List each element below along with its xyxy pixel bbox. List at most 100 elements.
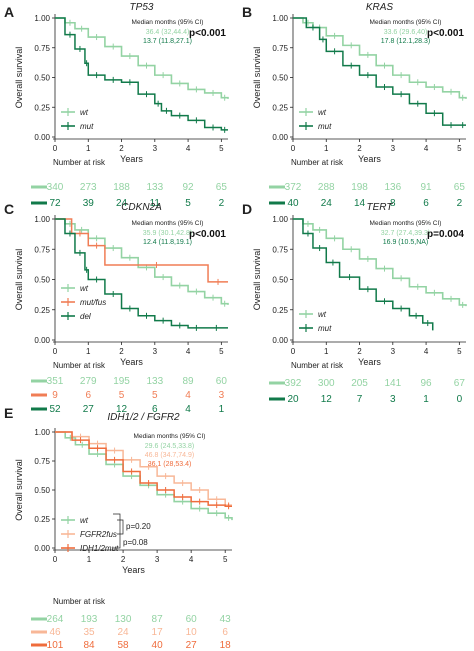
risk-count: 39: [83, 198, 95, 209]
x-tick-label: 2: [119, 144, 124, 153]
p-value-b: p=0.08: [123, 538, 148, 547]
x-tick-label: 3: [391, 347, 396, 356]
x-axis-label: Years: [122, 565, 145, 575]
x-tick-label: 1: [324, 347, 329, 356]
risk-count: 7: [357, 394, 363, 405]
y-axis-label: Overall survival: [252, 47, 262, 109]
y-tick-label: 0.75: [34, 457, 50, 466]
risk-count: 12: [321, 394, 333, 405]
x-tick-label: 2: [119, 347, 124, 356]
survival-curve-0: [293, 218, 467, 307]
x-tick-label: 0: [53, 347, 58, 356]
risk-header: Number at risk: [291, 361, 344, 370]
median-header: Median months (95% CI): [134, 433, 206, 440]
risk-header: Number at risk: [291, 158, 344, 167]
risk-count: 87: [152, 614, 164, 625]
panel-letter: D: [242, 201, 252, 217]
risk-count: 136: [384, 182, 401, 193]
risk-count: 372: [285, 182, 302, 193]
legend-label: mut: [80, 122, 94, 131]
panel-letter: E: [4, 405, 13, 421]
legend-label: wt: [318, 108, 327, 117]
panel-letter: B: [242, 4, 252, 20]
median-value: 46.8 (34.7,74.9): [145, 452, 194, 459]
risk-count: 65: [454, 182, 466, 193]
risk-count: 40: [152, 640, 164, 651]
median-value: 35.9 (30.1,42.8): [143, 230, 192, 237]
survival-curve-0: [55, 218, 229, 305]
risk-count: 18: [220, 640, 232, 651]
legend-label: FGFR2fus: [80, 530, 117, 539]
p-value: p<0.001: [189, 229, 226, 240]
x-tick-label: 0: [291, 347, 296, 356]
panel-letter: A: [4, 4, 14, 20]
y-tick-label: 0.00: [34, 544, 50, 553]
risk-count: 273: [80, 182, 97, 193]
median-value: 36.4 (32,44.4): [146, 29, 190, 36]
bracket-b: [113, 513, 121, 549]
y-tick-label: 0.25: [272, 306, 288, 315]
x-tick-label: 2: [357, 144, 362, 153]
risk-count: 58: [118, 640, 130, 651]
chart-title: KRAS: [366, 2, 394, 13]
y-tick-label: 1.00: [34, 215, 50, 224]
y-axis-label: Overall survival: [14, 459, 24, 521]
chart-title: CDKN2A: [121, 202, 162, 213]
legend-label: mut/fus: [80, 298, 106, 307]
median-value: 32.7 (27.4,39.3): [381, 230, 430, 237]
chart-title: TP53: [130, 2, 154, 13]
survival-curve-0: [55, 17, 229, 99]
x-tick-label: 0: [291, 144, 296, 153]
y-tick-label: 0.75: [34, 44, 50, 53]
x-axis-label: Years: [358, 357, 381, 367]
y-tick-label: 0.75: [34, 245, 50, 254]
x-tick-label: 3: [391, 144, 396, 153]
y-tick-label: 0.00: [34, 133, 50, 142]
x-tick-label: 5: [457, 144, 462, 153]
risk-count: 195: [113, 376, 130, 387]
risk-count: 67: [454, 378, 466, 389]
risk-count: 11: [150, 198, 161, 209]
y-tick-label: 0.00: [272, 336, 288, 345]
risk-count: 91: [421, 182, 433, 193]
risk-count: 2: [457, 198, 463, 209]
risk-count: 300: [318, 378, 335, 389]
p-value-a: p=0.20: [126, 522, 151, 531]
median-value: 36.1 (28,53.4): [148, 461, 192, 468]
risk-count: 133: [146, 376, 163, 387]
risk-count: 6: [423, 198, 429, 209]
y-tick-label: 1.00: [272, 14, 288, 23]
risk-count: 0: [457, 394, 463, 405]
x-tick-label: 4: [424, 144, 429, 153]
risk-count: 4: [185, 404, 191, 415]
median-value: 16.9 (10.5,NA): [383, 239, 429, 246]
risk-count: 27: [186, 640, 198, 651]
risk-count: 193: [81, 614, 98, 625]
panel-a: A TP53 0.00 0.25 0.50 0.75 1.00 0 1 2 3 4 5 Overall s…: [4, 2, 229, 209]
risk-count: 10: [186, 627, 198, 638]
risk-count: 198: [351, 182, 368, 193]
x-tick-label: 1: [87, 555, 92, 564]
median-header: Median months (95% CI): [370, 19, 442, 26]
risk-count: 392: [285, 378, 302, 389]
survival-curve-0: [55, 431, 233, 521]
risk-count: 40: [287, 198, 299, 209]
risk-count: 35: [83, 627, 95, 638]
survival-curve-2: [55, 431, 232, 507]
risk-count: 3: [219, 390, 225, 401]
legend-label: wt: [80, 108, 89, 117]
x-tick-label: 1: [324, 144, 329, 153]
risk-header: Number at risk: [53, 158, 106, 167]
risk-count: 60: [186, 614, 198, 625]
x-tick-label: 2: [121, 555, 126, 564]
y-tick-label: 0.75: [272, 245, 288, 254]
x-tick-label: 5: [219, 144, 224, 153]
survival-curve-1: [55, 431, 232, 506]
x-tick-label: 5: [219, 347, 224, 356]
risk-count: 92: [183, 182, 195, 193]
y-tick-label: 1.00: [34, 428, 50, 437]
risk-count: 5: [152, 390, 158, 401]
risk-count: 1: [423, 394, 429, 405]
